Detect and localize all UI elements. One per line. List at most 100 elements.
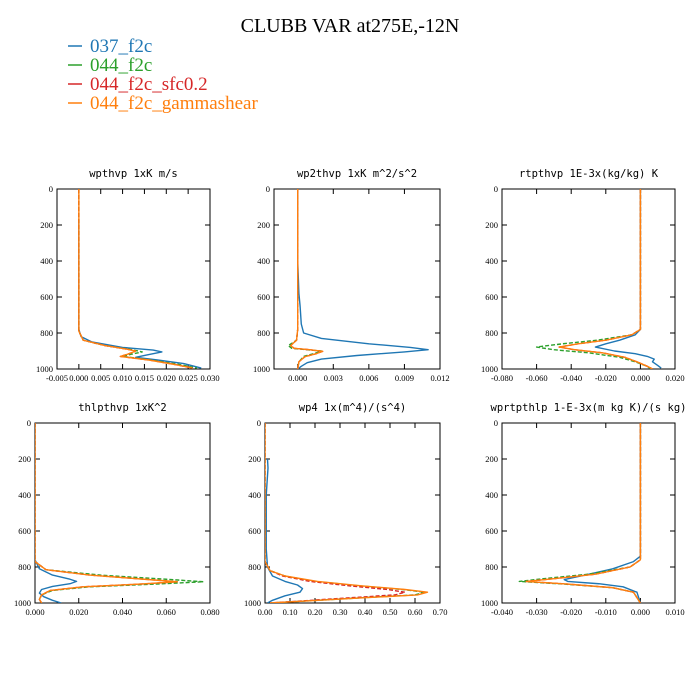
x-tick-label: -0.040 bbox=[560, 373, 582, 383]
plot-frame bbox=[56, 188, 211, 370]
panel-title: thlpthvp 1xK^2 bbox=[78, 402, 167, 414]
series-group bbox=[78, 189, 202, 369]
series-group bbox=[518, 423, 642, 603]
x-tick-label: 0.40 bbox=[358, 607, 373, 617]
x-tick-label: 0.003 bbox=[324, 373, 343, 383]
y-tick-label: 0 bbox=[494, 418, 498, 428]
panel-title: wprtpthlp 1-E-3x(m kg K)/(s kg) bbox=[491, 402, 687, 414]
legend-label: 044_f2c_sfc0.2 bbox=[90, 74, 208, 95]
x-tick-label: 0.000 bbox=[288, 373, 307, 383]
x-tick-label: -0.005 bbox=[46, 373, 68, 383]
y-tick-label: 600 bbox=[485, 526, 498, 536]
panel-title: rtpthvp 1E-3x(kg/kg) K bbox=[519, 168, 659, 180]
y-tick-label: 400 bbox=[257, 256, 270, 266]
y-tick-label: 800 bbox=[40, 328, 53, 338]
x-tick-label: 0.000 bbox=[69, 373, 88, 383]
x-tick-label: 0.70 bbox=[433, 607, 448, 617]
chart-panel: rtpthvp 1E-3x(kg/kg) K02004006008001000-… bbox=[481, 168, 685, 383]
x-tick-label: -0.040 bbox=[491, 607, 513, 617]
x-tick-label: 0.000 bbox=[631, 373, 650, 383]
x-tick-label: 0.20 bbox=[308, 607, 323, 617]
y-tick-label: 400 bbox=[248, 490, 261, 500]
series-group bbox=[535, 189, 662, 369]
series-group bbox=[287, 189, 429, 369]
y-tick-label: 200 bbox=[248, 454, 261, 464]
x-tick-label: 0.010 bbox=[665, 607, 684, 617]
series-line bbox=[558, 189, 653, 369]
series-line bbox=[287, 189, 323, 369]
x-tick-label: 0.012 bbox=[430, 373, 449, 383]
series-line bbox=[265, 423, 406, 603]
y-tick-label: 800 bbox=[248, 562, 261, 572]
x-tick-label: 0.10 bbox=[283, 607, 298, 617]
series-line bbox=[265, 458, 304, 603]
legend-label: 037_f2c bbox=[90, 36, 152, 57]
series-line bbox=[265, 423, 429, 603]
x-tick-label: 0.009 bbox=[395, 373, 414, 383]
series-line bbox=[35, 423, 205, 603]
x-tick-label: 0.000 bbox=[631, 607, 650, 617]
series-line bbox=[35, 423, 78, 603]
series-line bbox=[78, 189, 193, 369]
plot-frame bbox=[264, 422, 441, 604]
series-line bbox=[78, 189, 193, 369]
y-tick-label: 1000 bbox=[36, 364, 53, 374]
y-tick-label: 1000 bbox=[253, 364, 270, 374]
panel-title: wp2thvp 1xK m^2/s^2 bbox=[297, 168, 417, 180]
plot-frame bbox=[501, 188, 676, 370]
panel-title: wp4 1x(m^4)/(s^4) bbox=[299, 402, 406, 414]
y-tick-label: 200 bbox=[485, 454, 498, 464]
x-tick-label: -0.060 bbox=[526, 373, 548, 383]
y-tick-label: 0 bbox=[266, 184, 270, 194]
legend-label: 044_f2c bbox=[90, 55, 152, 76]
y-tick-label: 600 bbox=[40, 292, 53, 302]
x-tick-label: 0.30 bbox=[333, 607, 348, 617]
panel-title: wpthvp 1xK m/s bbox=[89, 168, 178, 180]
y-tick-label: 400 bbox=[18, 490, 31, 500]
x-tick-label: 0.015 bbox=[135, 373, 154, 383]
x-tick-label: 0.060 bbox=[157, 607, 176, 617]
y-tick-label: 200 bbox=[485, 220, 498, 230]
y-tick-label: 200 bbox=[257, 220, 270, 230]
y-tick-label: 400 bbox=[485, 256, 498, 266]
series-line bbox=[78, 219, 202, 369]
x-tick-label: -0.020 bbox=[560, 607, 582, 617]
series-line bbox=[35, 423, 178, 603]
x-tick-label: 0.000 bbox=[25, 607, 44, 617]
y-tick-label: 200 bbox=[40, 220, 53, 230]
chart-panel: wprtpthlp 1-E-3x(m kg K)/(s kg) 0 200 400 60… bbox=[481, 402, 686, 617]
x-tick-label: -0.030 bbox=[526, 607, 548, 617]
x-tick-label: -0.010 bbox=[595, 607, 617, 617]
series-line bbox=[78, 189, 198, 369]
legend: 037_f2c044_f2c044_f2c_sfc0.2044_f2c_gamm… bbox=[68, 36, 258, 114]
x-tick-label: 0.030 bbox=[200, 373, 219, 383]
x-tick-label: -0.020 bbox=[595, 373, 617, 383]
y-tick-label: 800 bbox=[18, 562, 31, 572]
y-tick-label: 0 bbox=[27, 418, 31, 428]
y-tick-label: 600 bbox=[257, 292, 270, 302]
series-line bbox=[525, 423, 642, 603]
x-tick-label: -0.080 bbox=[491, 373, 513, 383]
y-tick-label: 1000 bbox=[481, 364, 498, 374]
plot-frame bbox=[501, 422, 676, 604]
y-tick-label: 400 bbox=[40, 256, 53, 266]
legend-label: 044_f2c_gammashear bbox=[90, 93, 258, 114]
y-tick-label: 800 bbox=[485, 328, 498, 338]
y-tick-label: 400 bbox=[485, 490, 498, 500]
y-tick-label: 600 bbox=[485, 292, 498, 302]
chart-panel: wp2thvp 1xK m^2/s^2 0 200 400 600 800 1000 0.00… bbox=[253, 168, 450, 383]
y-tick-label: 1000 bbox=[244, 598, 261, 608]
x-tick-label: 0.080 bbox=[200, 607, 219, 617]
x-tick-label: 0.020 bbox=[157, 373, 176, 383]
x-tick-label: 0.00 bbox=[258, 607, 273, 617]
x-tick-label: 0.006 bbox=[359, 373, 378, 383]
series-group bbox=[35, 423, 205, 603]
series-group bbox=[265, 423, 429, 603]
x-tick-label: 0.040 bbox=[113, 607, 132, 617]
x-tick-label: 0.025 bbox=[179, 373, 198, 383]
